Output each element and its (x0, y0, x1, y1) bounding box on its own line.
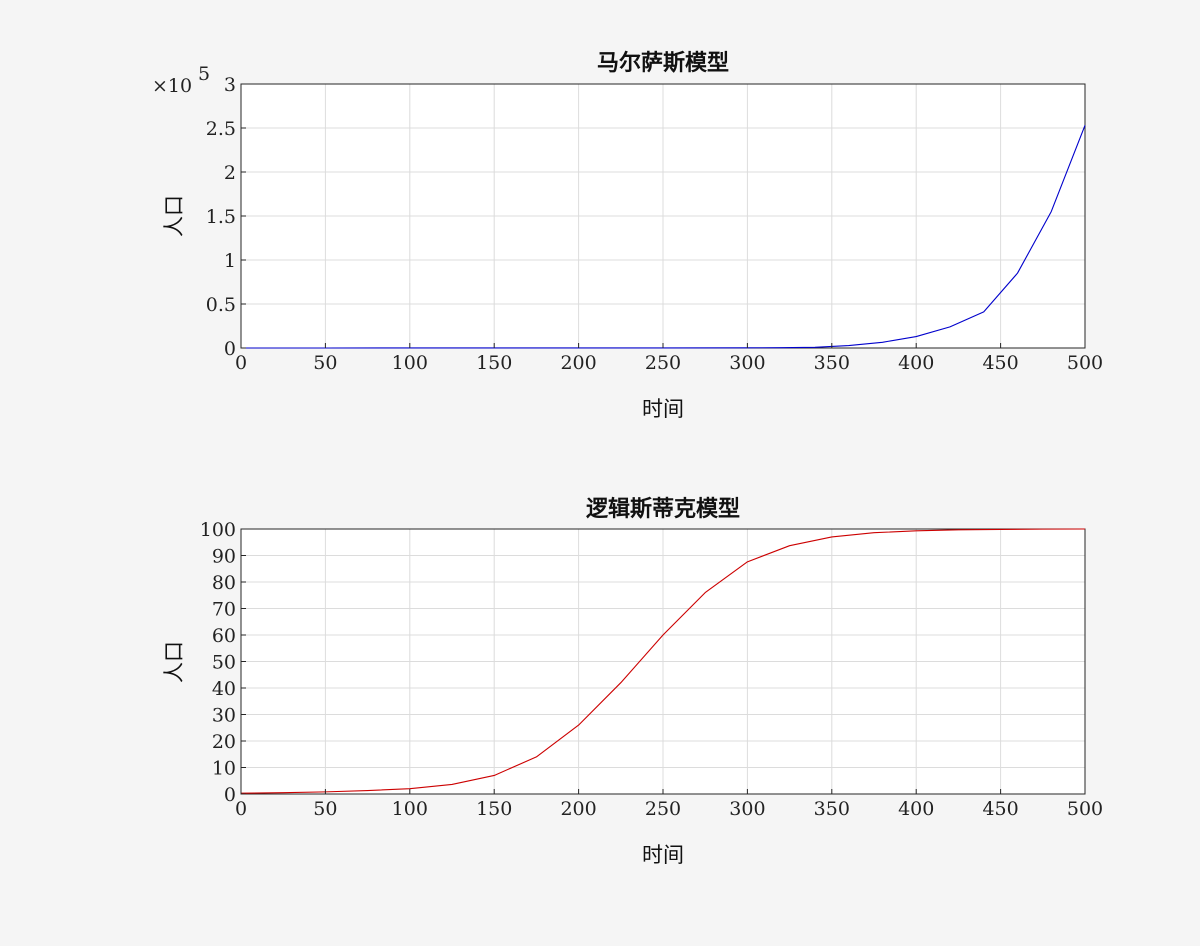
x-tick-label: 50 (313, 352, 337, 374)
series-line (240, 125, 1086, 349)
x-tick-label: 450 (982, 798, 1018, 820)
x-tick-label: 400 (898, 798, 934, 820)
y-tick-label: 90 (212, 546, 236, 568)
gridlines (241, 84, 1085, 348)
x-tick-label: 200 (560, 352, 596, 374)
logistic-subplot: 0 50 100 150 200 250 300 350 400 450 500 0 10 20 30 40… (162, 496, 1103, 867)
y-tick-labels: 0 10 20 30 40 50 60 70 80 90 100 (200, 519, 236, 806)
y-tick-label: 2.5 (206, 118, 236, 140)
chart-title: 马尔萨斯模型 (597, 50, 729, 76)
series-line (240, 528, 1086, 794)
y-tick-label: 80 (212, 572, 236, 594)
x-tick-label: 100 (392, 798, 428, 820)
x-tick-label: 500 (1067, 352, 1103, 374)
y-tick-label: 1.5 (206, 206, 236, 228)
x-tick-label: 0 (235, 352, 247, 374)
x-axis-label: 时间 (642, 843, 684, 867)
y-tick-label: 0 (224, 338, 236, 360)
x-tick-label: 450 (982, 352, 1018, 374)
y-axis-label: 人口 (162, 195, 186, 237)
y-tick-labels: 0 0.5 1 1.5 2 2.5 3 (206, 74, 236, 360)
y-tick-label: 10 (212, 758, 236, 780)
y-tick-label: 30 (212, 705, 236, 727)
x-tick-label: 150 (476, 352, 512, 374)
x-tick-label: 500 (1067, 798, 1103, 820)
x-tick-label: 0 (235, 798, 247, 820)
y-exponent-power: 5 (198, 63, 210, 85)
x-tick-label: 50 (313, 798, 337, 820)
data-marks (240, 125, 1086, 349)
x-tick-label: 400 (898, 352, 934, 374)
y-axis-label: 人口 (162, 641, 186, 683)
x-tick-label: 350 (814, 798, 850, 820)
x-axis-label: 时间 (642, 397, 684, 421)
x-tick-label: 250 (645, 352, 681, 374)
y-tick-label: 40 (212, 678, 236, 700)
x-tick-label: 350 (814, 352, 850, 374)
chart-title: 逻辑斯蒂克模型 (586, 496, 740, 522)
y-tick-label: 2 (224, 162, 236, 184)
malthus-subplot: 0 50 100 150 200 250 300 350 400 450 500 0 0.5 1 1.5 2… (152, 50, 1103, 421)
x-tick-label: 150 (476, 798, 512, 820)
y-tick-label: 60 (212, 625, 236, 647)
y-tick-label: 70 (212, 599, 236, 621)
x-tick-labels: 0 50 100 150 200 250 300 350 400 450 500 (235, 352, 1103, 374)
y-tick-label: 1 (224, 250, 236, 272)
x-tick-label: 100 (392, 352, 428, 374)
y-tick-label: 20 (212, 731, 236, 753)
data-marks (240, 528, 1086, 794)
x-tick-label: 300 (729, 352, 765, 374)
y-tick-label: 100 (200, 519, 236, 541)
y-tick-label: 50 (212, 652, 236, 674)
y-tick-label: 0.5 (206, 294, 236, 316)
y-tick-label: 0 (224, 784, 236, 806)
x-tick-labels: 0 50 100 150 200 250 300 350 400 450 500 (235, 798, 1103, 820)
x-tick-label: 200 (560, 798, 596, 820)
y-tick-label: 3 (224, 74, 236, 96)
x-tick-label: 300 (729, 798, 765, 820)
x-tick-label: 250 (645, 798, 681, 820)
gridlines (241, 529, 1085, 794)
y-exponent-label: ×10 (152, 75, 192, 97)
